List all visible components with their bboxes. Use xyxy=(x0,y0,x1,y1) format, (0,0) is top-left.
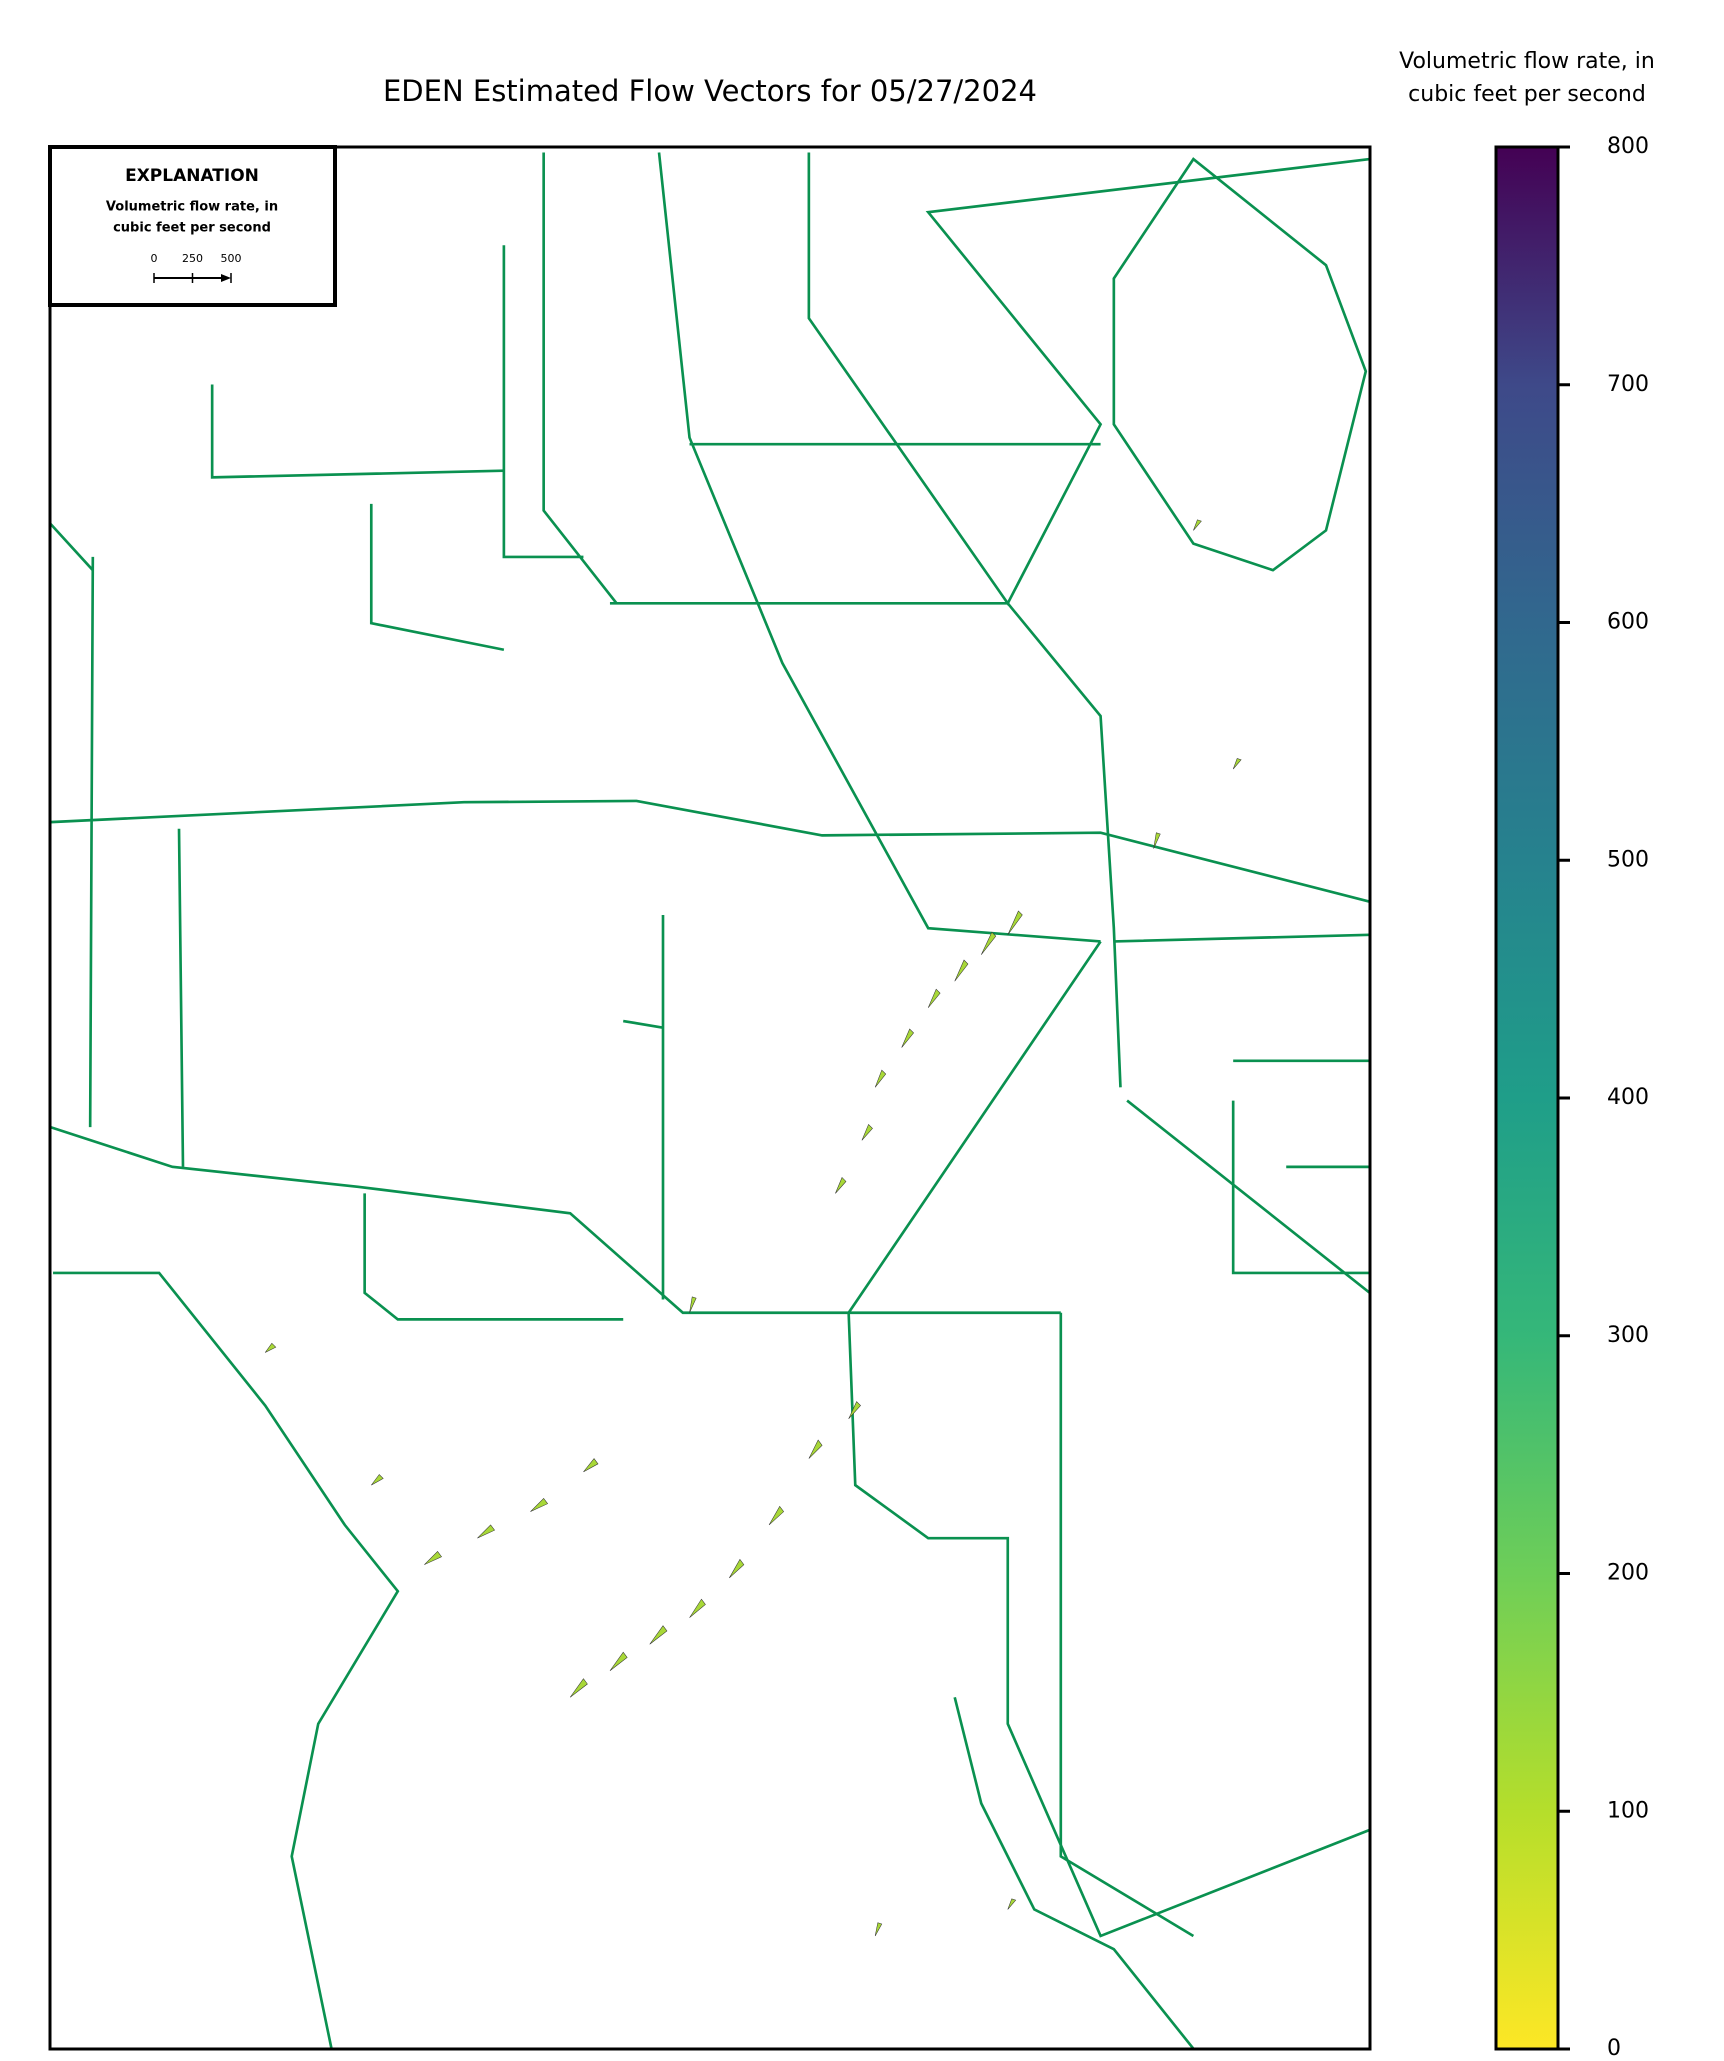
colorbar-label: cubic feet per second xyxy=(1408,82,1646,107)
colorbar-tick-label: 500 xyxy=(1607,847,1649,872)
scale-arrow: 0 250 500 xyxy=(151,252,242,283)
colorbar-label: Volumetric flow rate, in xyxy=(1399,49,1655,74)
colorbar-tick-label: 800 xyxy=(1607,134,1649,159)
colorbar-tick-label: 600 xyxy=(1607,610,1649,635)
title: EDEN Estimated Flow Vectors for 05/27/20… xyxy=(383,74,1037,108)
scale-tick-label: 250 xyxy=(182,252,203,265)
explanation-label: Volumetric flow rate, in xyxy=(106,200,278,215)
map xyxy=(50,152,1370,2049)
scale-tick-label: 0 xyxy=(151,252,158,265)
scale-tick-label: 500 xyxy=(221,252,242,265)
colorbar-tick-label: 0 xyxy=(1607,2036,1621,2061)
explanation-box: EXPLANATION Volumetric flow rate, in cub… xyxy=(48,145,337,307)
colorbar xyxy=(1494,145,1560,2051)
map-frame xyxy=(48,145,1372,2051)
colorbar-tick-label: 100 xyxy=(1607,1798,1649,1823)
flow-vectors xyxy=(264,519,1242,1937)
scale-head xyxy=(221,274,231,282)
colorbar-tick-label: 200 xyxy=(1607,1561,1649,1586)
explanation-label: cubic feet per second xyxy=(113,221,271,236)
colorbar-tick-label: 700 xyxy=(1607,372,1649,397)
colorbar-tick-label: 400 xyxy=(1607,1085,1649,1110)
colorbar-tick-label: 300 xyxy=(1607,1323,1649,1348)
explanation-heading: EXPLANATION xyxy=(125,166,259,186)
map-features xyxy=(50,152,1370,2049)
colorbar-ticks: 0 100 200 300 400 500 600 700 800 xyxy=(1558,134,1649,2061)
